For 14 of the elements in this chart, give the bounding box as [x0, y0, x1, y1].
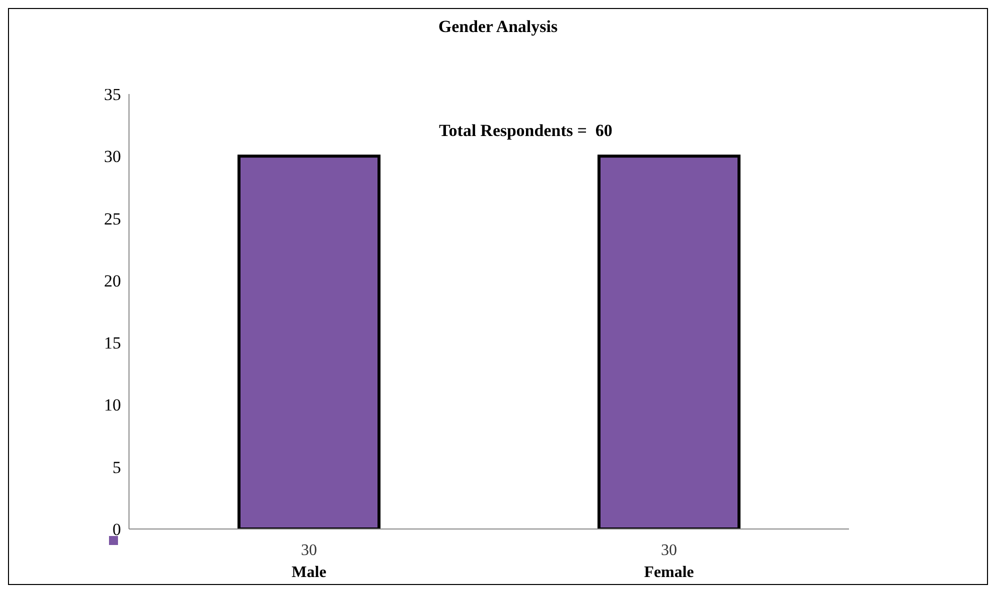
annotation: Total Respondents = 60	[439, 121, 612, 141]
y-tick-label: 10	[104, 396, 121, 415]
chart-title: Gender Analysis	[437, 17, 559, 37]
y-tick-label: 15	[104, 334, 121, 353]
y-tick-label: 20	[104, 271, 121, 290]
y-tick-label: 35	[104, 85, 121, 104]
data-label: 30	[661, 542, 677, 559]
data-label: 30	[301, 542, 317, 559]
y-tick-label: 30	[104, 147, 121, 166]
y-tick-label: 5	[112, 458, 121, 477]
x-tick-label: Male	[292, 564, 326, 581]
y-tick-label: 0	[112, 520, 121, 540]
x-tick-label: Female	[644, 564, 694, 581]
y-tick-label: 25	[104, 209, 121, 228]
